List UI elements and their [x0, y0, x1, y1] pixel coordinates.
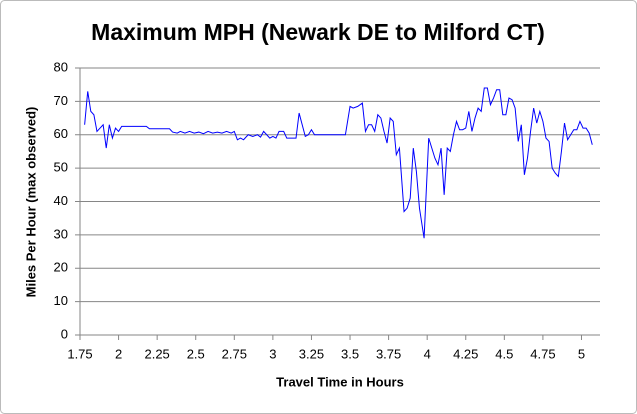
y-tick-label: 80 [54, 59, 68, 74]
y-tick-label: 60 [54, 126, 68, 141]
y-tick-label: 10 [54, 293, 68, 308]
y-tick-label: 40 [54, 193, 68, 208]
x-tick-label: 1.75 [67, 346, 92, 361]
chart-title: Maximum MPH (Newark DE to Milford CT) [91, 19, 545, 45]
data-line [84, 87, 593, 239]
x-tick-label: 2.25 [144, 346, 169, 361]
x-tick-label: 4.25 [453, 346, 478, 361]
x-tick-label: 2.75 [222, 346, 247, 361]
y-tick-label: 20 [54, 260, 68, 275]
x-tick-label: 3 [269, 346, 276, 361]
x-tick-label: 3.25 [299, 346, 324, 361]
x-tick-label: 3.5 [341, 346, 359, 361]
x-tick-label: 2.5 [187, 346, 205, 361]
x-tick-label: 2 [115, 346, 122, 361]
y-tick-label: 30 [54, 226, 68, 241]
x-axis-title: Travel Time in Hours [276, 374, 404, 389]
x-tick-label: 5 [578, 346, 585, 361]
x-tick-label: 4.75 [530, 346, 555, 361]
y-axis-title: Miles Per Hour (max observed) [23, 107, 38, 298]
x-tick-label: 4 [424, 346, 431, 361]
x-tick-label: 3.75 [376, 346, 401, 361]
y-tick-label: 70 [54, 93, 68, 108]
y-tick-label: 50 [54, 160, 68, 175]
x-tick-label: 4.5 [495, 346, 513, 361]
y-tick-label: 0 [61, 326, 68, 341]
